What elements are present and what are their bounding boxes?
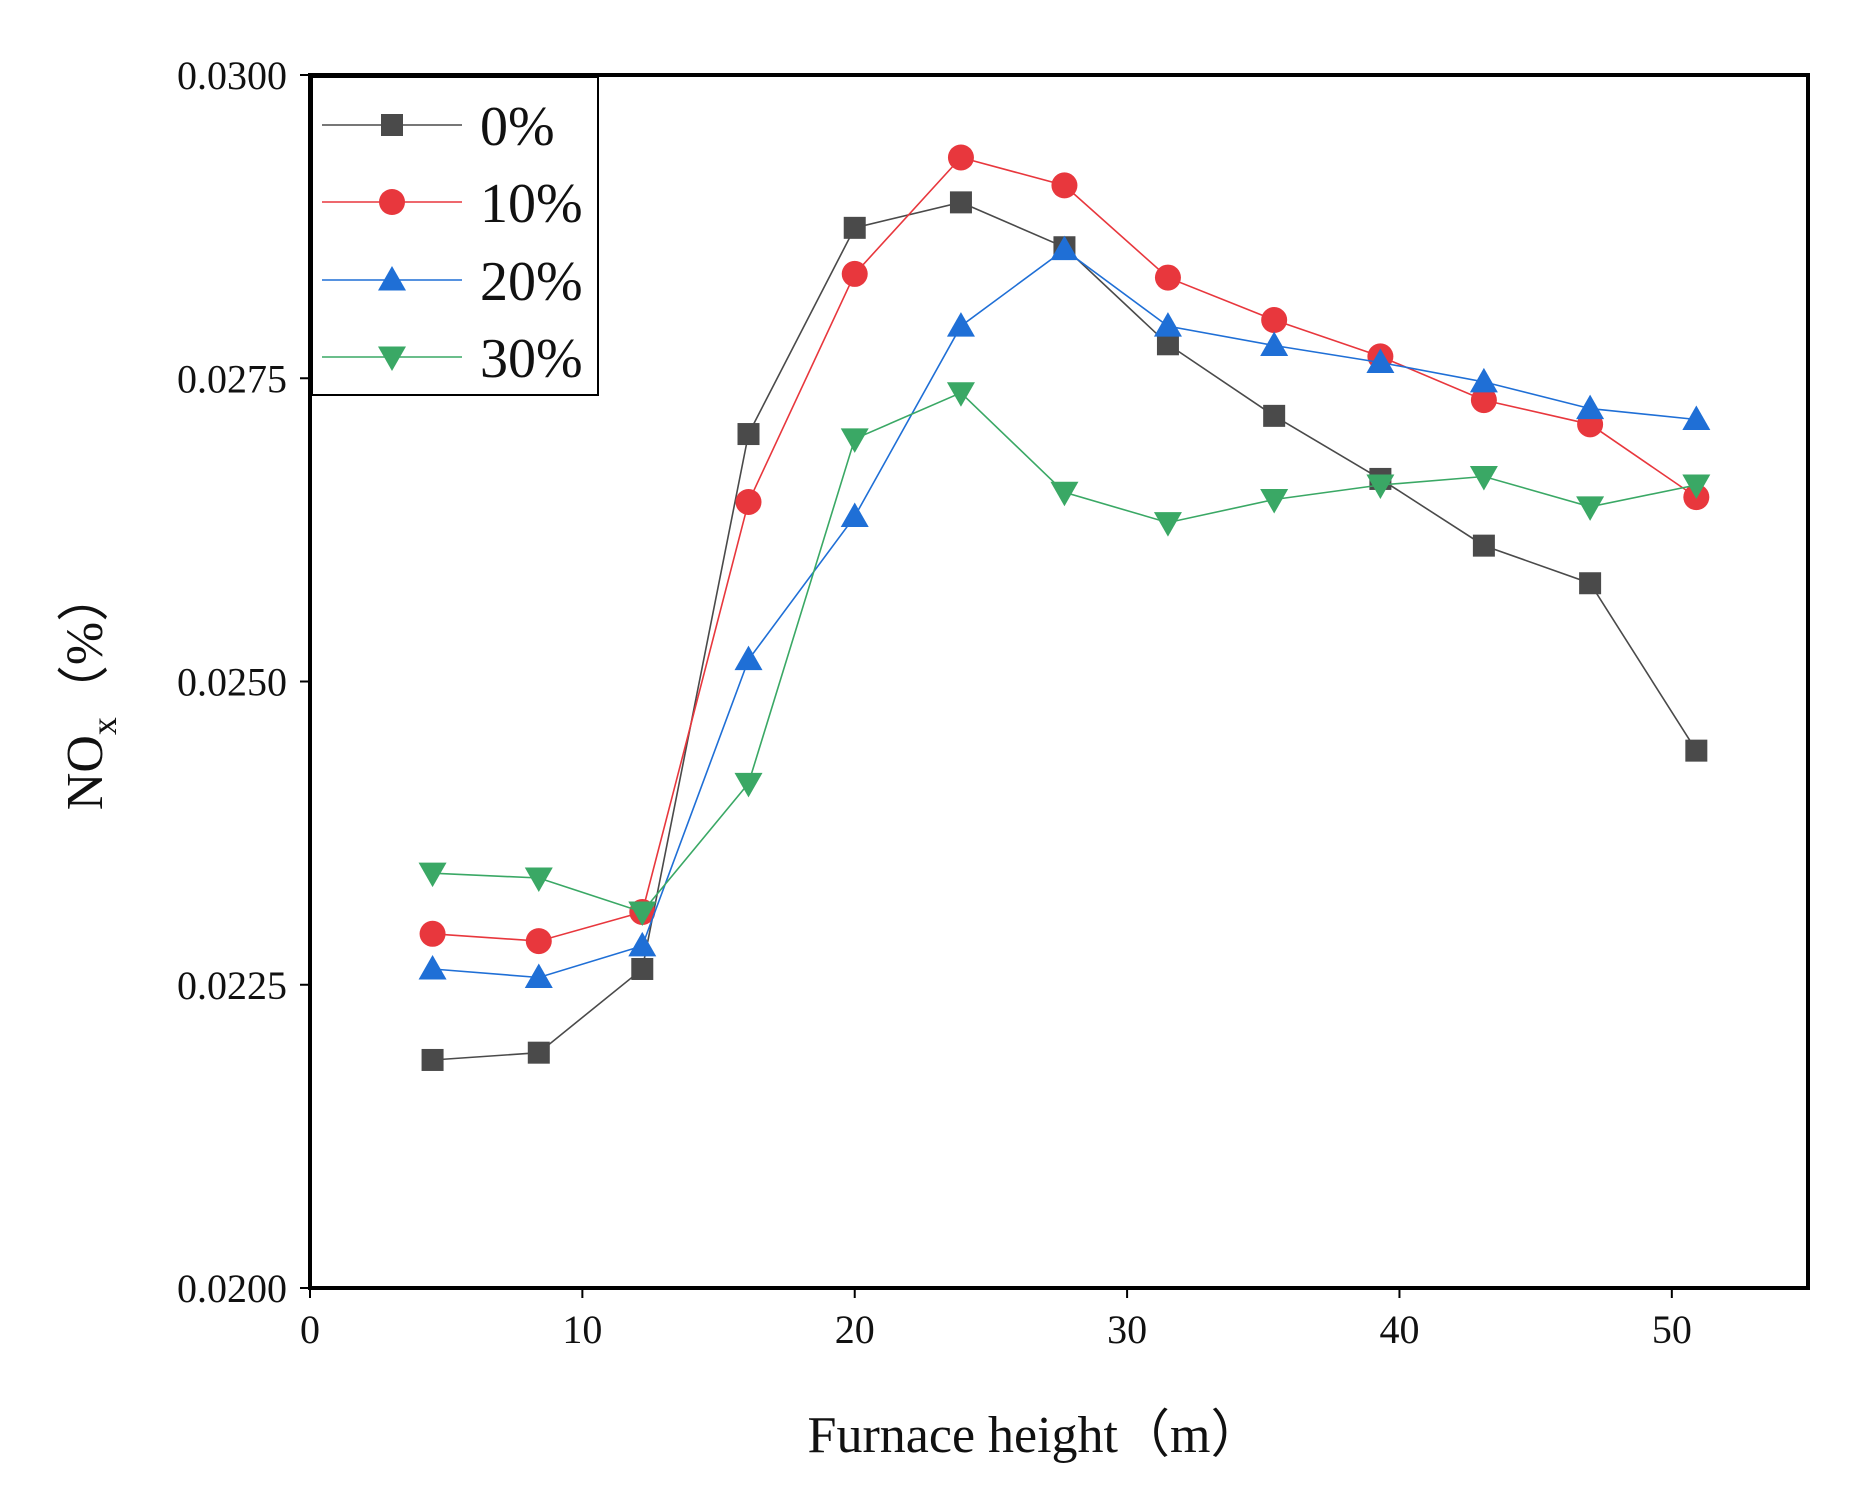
series-0pct-marker-3 (737, 423, 760, 446)
series-0pct-marker-4 (843, 216, 866, 239)
series-0pct-marker-2 (631, 957, 654, 980)
x-tick-label-2: 20 (835, 1307, 875, 1352)
series-20pct-marker-11 (1576, 394, 1605, 420)
legend-entry-10pct-marker-0 (379, 189, 405, 215)
series-10pct-marker-5 (947, 144, 974, 171)
series-20pct-marker-2 (628, 931, 657, 957)
legend-entry-30pct-marker-0 (378, 346, 406, 371)
legend-entry-20pct-marker-0 (378, 266, 406, 291)
series-30pct-marker-4 (840, 428, 869, 453)
series-30pct-marker-2 (628, 901, 657, 926)
y-tick-label-1: 0.0225 (177, 963, 287, 1008)
series-30pct-marker-9 (1366, 474, 1395, 499)
y-axis-title: NOx（%） (57, 570, 124, 810)
series-10pct-marker-10 (1470, 387, 1497, 414)
x-axis-title: Furnace height（m） (808, 1407, 1263, 1464)
series-30pct-marker-8 (1260, 489, 1289, 514)
y-tick-label-0: 0.0200 (177, 1266, 287, 1311)
series-30pct-marker-6 (1050, 481, 1079, 507)
series-30pct-marker-7 (1153, 512, 1182, 537)
series-0pct-marker-1 (527, 1041, 550, 1064)
x-tick-labels: 0 10 20 30 40 50 (300, 1288, 1692, 1352)
series-30pct-marker-10 (1469, 466, 1498, 491)
y-axis-title-main: NO (57, 735, 114, 810)
series-20pct (418, 235, 1711, 988)
legend-entry-10pct: 10% (322, 173, 583, 235)
series-30pct-marker-11 (1576, 496, 1605, 521)
legend-entry-0pct-label: 0% (480, 96, 555, 158)
series-0pct-marker-5 (949, 191, 972, 214)
series-30pct-marker-5 (946, 382, 975, 407)
series-20pct-marker-7 (1153, 312, 1182, 337)
legend-entry-0pct-marker-0 (381, 114, 403, 136)
legend-entry-20pct-label: 20% (480, 251, 583, 313)
series-20pct-marker-4 (840, 502, 869, 528)
legend-entry-30pct: 30% (322, 328, 583, 390)
y-axis-title-unit: （%） (57, 570, 114, 717)
plot-area-frame (308, 73, 1810, 1290)
series-20pct-marker-6 (1050, 235, 1079, 261)
series-20pct-marker-10 (1469, 367, 1498, 393)
y-tick-label-2: 0.0250 (177, 660, 287, 705)
series-0pct-marker-7 (1156, 333, 1179, 356)
series-20pct-marker-8 (1260, 331, 1289, 356)
legend-box (311, 76, 599, 396)
y-tick-labels: 0.0200 0.0225 0.0250 0.0275 0.0300 (177, 53, 310, 1311)
series-20pct-marker-5 (946, 312, 975, 337)
series-10pct-marker-1 (525, 928, 552, 955)
series-20pct-marker-12 (1682, 405, 1711, 430)
series-30pct-marker-12 (1682, 474, 1711, 499)
legend: 0% 10% 20% 30% (311, 76, 599, 396)
series-30pct-marker-3 (734, 772, 763, 798)
series-0pct-marker-8 (1263, 404, 1286, 427)
series-10pct-marker-0 (419, 920, 446, 947)
legend-entry-30pct-label: 30% (480, 328, 583, 390)
series-10pct-marker-3 (735, 488, 762, 515)
x-tick-label-0: 0 (300, 1307, 320, 1352)
series-20pct-marker-1 (524, 963, 553, 988)
legend-entry-0pct: 0% (322, 96, 555, 158)
series-10pct-marker-4 (841, 260, 868, 287)
series-0pct-marker-0 (421, 1048, 444, 1071)
legend-entry-20pct: 20% (322, 251, 583, 313)
series-0pct-marker-11 (1579, 572, 1602, 595)
x-tick-label-4: 40 (1379, 1307, 1419, 1352)
svg-text:NOx（%）: NOx（%） (57, 570, 124, 810)
series-0pct-marker-10 (1472, 534, 1495, 557)
series-20pct-marker-3 (734, 645, 763, 671)
series-0pct-marker-12 (1685, 739, 1708, 762)
x-tick-label-3: 30 (1107, 1307, 1147, 1352)
y-tick-label-4: 0.0300 (177, 53, 287, 98)
x-tick-label-5: 50 (1652, 1307, 1692, 1352)
series-layer (418, 144, 1711, 1071)
series-20pct-marker-9 (1366, 348, 1395, 373)
x-tick-label-1: 10 (562, 1307, 602, 1352)
series-20pct-marker-0 (418, 954, 447, 980)
series-10pct-marker-7 (1154, 264, 1181, 291)
legend-entry-10pct-label: 10% (480, 173, 583, 235)
series-30pct-marker-0 (418, 862, 447, 888)
series-10pct-marker-6 (1051, 172, 1078, 199)
y-axis-title-subscript: x (84, 717, 124, 735)
y-tick-label-3: 0.0275 (177, 356, 287, 401)
series-10pct-marker-8 (1261, 307, 1288, 334)
series-30pct (418, 382, 1711, 926)
series-30pct-marker-1 (524, 867, 553, 893)
